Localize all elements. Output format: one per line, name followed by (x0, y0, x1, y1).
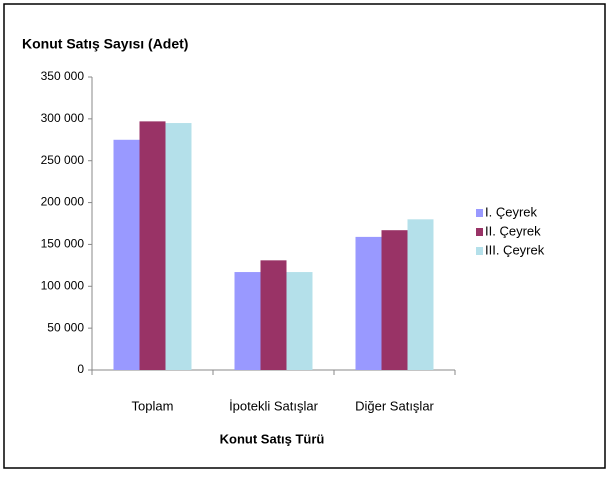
y-tick-label: 150 000 (41, 237, 85, 251)
legend-label: III. Çeyrek (485, 242, 545, 257)
bar (139, 121, 166, 371)
y-tick-label: 100 000 (41, 278, 85, 292)
bar (407, 219, 434, 370)
legend-swatch (476, 228, 483, 236)
bar (234, 272, 261, 370)
bar (113, 139, 140, 370)
y-tick-label: 50 000 (47, 320, 84, 334)
y-tick-label: 0 (77, 362, 84, 376)
x-tick-label: Toplam (132, 398, 174, 413)
chart-title: Konut Satış Sayısı (Adet) (22, 36, 188, 52)
bar (165, 123, 192, 371)
chart-frame (3, 3, 606, 469)
legend-swatch (476, 209, 483, 217)
y-tick-label: 350 000 (41, 69, 85, 83)
x-tick-label: Diğer Satışlar (355, 398, 434, 413)
bar (260, 260, 287, 370)
legend-label: II. Çeyrek (485, 223, 541, 238)
y-tick-label: 200 000 (41, 195, 85, 209)
y-tick-label: 300 000 (41, 111, 85, 125)
bar (355, 236, 382, 370)
x-tick-label: İpotekli Satışlar (229, 398, 319, 413)
bar (381, 230, 408, 370)
legend-label: I. Çeyrek (485, 204, 538, 219)
x-axis-label: Konut Satış Türü (220, 431, 325, 446)
y-tick-label: 250 000 (41, 153, 85, 167)
legend-swatch (476, 247, 483, 255)
bar (286, 272, 313, 370)
